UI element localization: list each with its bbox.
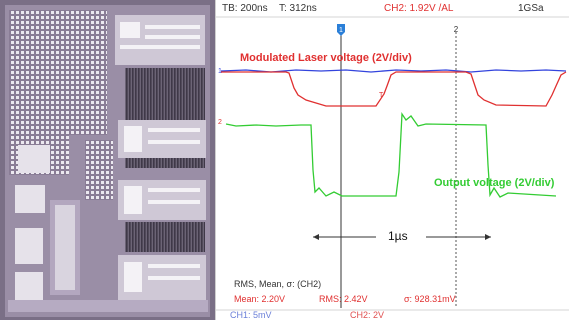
cursor-a-marker[interactable]: [337, 24, 345, 36]
stats-rms: RMS: 2.42V: [319, 294, 368, 304]
ch1-trace: [220, 69, 567, 73]
sample-rate-readout: 1GSa: [518, 3, 544, 14]
output-voltage-label: Output voltage (2V/div): [434, 177, 555, 189]
stats-sigma: σ: 928.31mV: [404, 294, 456, 304]
stats-title: RMS, Mean, σ: (CH2): [234, 279, 322, 289]
laser-voltage-label: Modulated Laser voltage (2V/div): [240, 52, 412, 64]
scope-display: 1 2 1 2 T: [216, 16, 569, 311]
ch1-marker: 1: [218, 68, 222, 75]
ch2-marker: 2: [218, 119, 222, 126]
chip-micrograph: [0, 0, 215, 320]
footer-ch2: CH2: 2V: [350, 310, 385, 320]
period-arrowhead-left: [313, 234, 319, 240]
cursor-a-label: 1: [339, 27, 343, 34]
stats-mean: Mean: 2.20V: [234, 294, 286, 304]
ch3-trace: [225, 112, 557, 198]
ch2-level-marker: T: [379, 92, 384, 99]
trigger-time-readout: T: 312ns: [279, 3, 317, 14]
chip-micrograph-image: [0, 0, 215, 320]
oscilloscope-screen: TB: 200ns T: 312ns CH2: 1.92V /AL 1GSa 1…: [215, 0, 569, 320]
period-arrowhead-right: [485, 234, 491, 240]
ch2-trace: [221, 71, 567, 107]
trigger-setting-readout: CH2: 1.92V /AL: [384, 3, 454, 14]
cursor-b-label: 2: [454, 25, 459, 34]
period-label: 1µs: [388, 229, 408, 243]
scope-header: TB: 200ns T: 312ns CH2: 1.92V /AL 1GSa: [216, 0, 569, 17]
timebase-readout: TB: 200ns: [222, 3, 268, 14]
footer-ch1: CH1: 5mV: [230, 310, 272, 320]
